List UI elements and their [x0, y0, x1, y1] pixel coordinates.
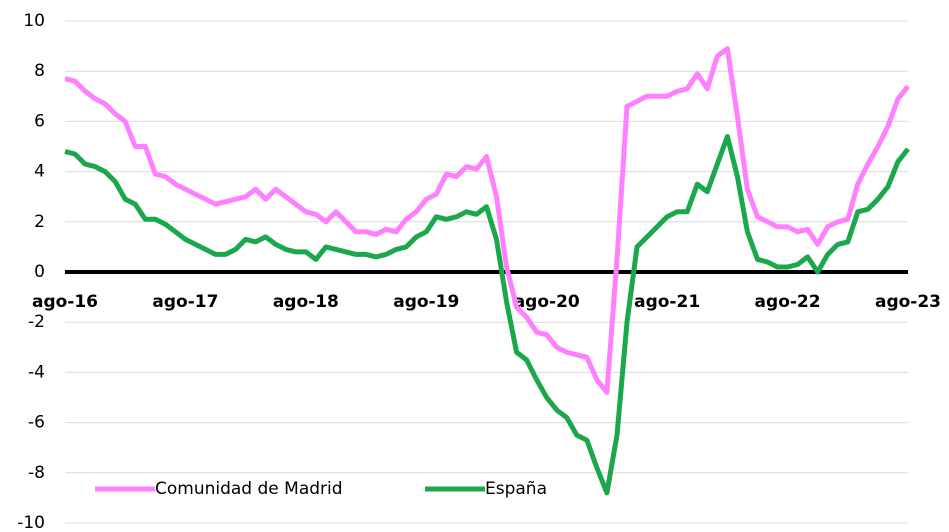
y-tick-label: -10 [17, 513, 45, 532]
x-tick-label: ago-19 [393, 292, 459, 312]
x-tick-label: ago-23 [875, 292, 941, 312]
y-tick-label: 2 [34, 212, 45, 232]
y-tick-label: -2 [28, 312, 45, 332]
legend-label: Comunidad de Madrid [155, 479, 343, 499]
y-tick-label: 6 [34, 111, 45, 131]
x-tick-label: ago-22 [755, 292, 821, 312]
y-tick-label: 4 [34, 162, 45, 182]
x-tick-label: ago-21 [634, 292, 700, 312]
x-tick-label: ago-17 [152, 292, 218, 312]
series-line [64, 134, 910, 496]
y-tick-label: -4 [28, 362, 45, 382]
x-tick-label: ago-18 [273, 292, 339, 312]
y-tick-label: 10 [23, 11, 45, 31]
x-tick-label: ago-16 [32, 292, 98, 312]
y-tick-label: -8 [28, 463, 45, 483]
x-tick-label: ago-20 [514, 292, 580, 312]
legend-label: España [485, 479, 547, 499]
y-tick-label: 0 [34, 262, 45, 282]
y-tick-label: 8 [34, 61, 45, 81]
y-tick-label: -6 [28, 413, 45, 433]
series-line [64, 46, 910, 395]
